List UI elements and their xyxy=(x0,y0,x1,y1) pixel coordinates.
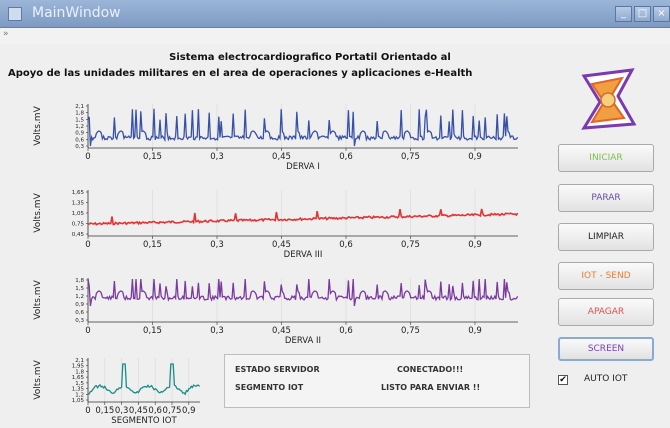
segiot-y-tick-label: 1,05 xyxy=(72,398,85,404)
derva2-x-tick-label: 0,6 xyxy=(339,326,353,336)
derva1-svg: Volts.mV 2,11,81,51,20,90,60,30 0,15 0,3 0,4… xyxy=(33,104,519,172)
minimize-button[interactable]: _ xyxy=(615,6,632,22)
segiot-x-tick-label: 0,9 xyxy=(182,406,196,416)
derva1-signal-trace xyxy=(87,108,519,147)
app-logo xyxy=(578,68,638,132)
system-title: Sistema electrocardiografico Portatil Or… xyxy=(169,52,451,63)
derva3-x-tick-label: 0,6 xyxy=(339,240,353,250)
derva2-x-tick-label: 0 xyxy=(85,326,90,336)
derva1-y-tick-label: 0,6 xyxy=(75,137,84,143)
derva1-x-tick-label: 0,3 xyxy=(210,152,224,162)
estado-servidor-value: CONECTADO!!! xyxy=(397,365,464,374)
segiot-y-axis-label: Volts.mV xyxy=(33,359,43,399)
derva2-y-tick-label: 1,2 xyxy=(75,294,84,300)
derva3-x-tick-label: 0,15 xyxy=(143,240,162,250)
derva3-x-axis-label: DERVA III xyxy=(284,250,323,260)
derva3-x-tick-label: 0,75 xyxy=(401,240,420,250)
segmento-iot-value: LISTO PARA ENVIAR !! xyxy=(381,383,481,392)
parar-button[interactable]: PARAR xyxy=(558,184,654,212)
segiot-x-tick-label: 0,6 xyxy=(148,406,162,416)
segmento-iot-label: SEGMENTO IOT xyxy=(235,383,304,392)
segiot-y-tick-label: 2,1 xyxy=(75,358,84,364)
system-subtitle: Apoyo de las unidades militares en el ar… xyxy=(8,68,473,79)
derva1-x-tick-label: 0,15 xyxy=(143,152,162,162)
auto-iot-check-mark[interactable]: ✔ xyxy=(558,375,568,385)
derva2-y-axis-label: Volts.mV xyxy=(33,279,43,319)
derva3-y-axis-label: Volts.mV xyxy=(33,192,43,232)
maximize-button[interactable]: □ xyxy=(634,6,651,22)
derva2-svg: Volts.mV 1,81,51,20,90,60,30 0,15 0,3 0,45 0,… xyxy=(33,278,519,346)
derva2-signal-trace xyxy=(87,278,519,307)
segiot-x-tick-label: 0,15 xyxy=(95,406,114,416)
ecg-plot-derva-2: Volts.mV 1,8 1,5 1,2 0,9 0,6 0,3 0 0,15 0,3 0,45 0,… xyxy=(30,274,520,370)
derva3-x-tick-label: 0 xyxy=(85,240,90,250)
derva2-x-tick-label: 0,75 xyxy=(401,326,420,336)
segiot-x-axis-label: SEGMENTO IOT xyxy=(111,416,177,426)
derva2-y-tick-label: 1,5 xyxy=(75,286,84,292)
segiot-y-tick-label: 1,5 xyxy=(75,381,84,387)
derva1-y-tick-label: 2,1 xyxy=(75,104,84,110)
segiot-x-tick-label: 0 xyxy=(85,406,90,416)
segiot-x-tick-label: 0,45 xyxy=(129,406,148,416)
segiot-y-tick-label: 1,95 xyxy=(72,364,85,370)
derva3-svg: Volts.mV1,651,351,050,750,450 0,15 0,3 0,45… xyxy=(33,190,519,260)
derva3-x-tick-label: 0,45 xyxy=(272,240,291,250)
derva1-x-tick-label: 0,6 xyxy=(339,152,353,162)
segiot-signal-trace xyxy=(87,363,201,396)
derva1-x-tick-label: 0,9 xyxy=(468,152,482,162)
menu-extension-icon[interactable]: » xyxy=(3,29,9,39)
derva2-x-tick-label: 0,9 xyxy=(468,326,482,336)
title-bar: MainWindow _ □ × xyxy=(0,0,670,28)
segiot-y-tick-label: 1,8 xyxy=(75,369,84,375)
derva2-y-tick-label: 0,3 xyxy=(75,318,84,324)
derva1-y-tick-label: 1,8 xyxy=(75,111,84,117)
derva3-x-tick-label: 0,9 xyxy=(468,240,482,250)
derva3-x-tick-label: 0,3 xyxy=(210,240,224,250)
close-button[interactable]: × xyxy=(653,6,670,22)
derva3-signal-trace xyxy=(87,208,519,226)
derva3-y-tick-label: 0,75 xyxy=(72,222,85,228)
status-panel: ESTADO SERVIDOR CONECTADO!!! SEGMENTO IO… xyxy=(224,354,530,408)
screen-button[interactable]: SCREEN xyxy=(558,337,654,361)
window-title: MainWindow xyxy=(32,5,121,21)
derva1-y-axis-label: Volts.mV xyxy=(33,105,43,145)
derva1-x-axis-label: DERVA I xyxy=(286,162,320,172)
derva2-x-tick-label: 0,45 xyxy=(272,326,291,336)
menu-bar: » xyxy=(0,28,670,44)
derva3-y-tick-label: 1,05 xyxy=(72,211,85,217)
derva2-x-tick-label: 0,15 xyxy=(143,326,162,336)
derva1-x-tick-label: 0,45 xyxy=(272,152,291,162)
iniciar-button[interactable]: INICIAR xyxy=(558,144,654,172)
derva1-y-tick-label: 1,2 xyxy=(75,124,84,130)
derva2-y-tick-label: 0,6 xyxy=(75,310,84,316)
app-icon xyxy=(8,7,22,21)
ecg-plot-segmento-iot: Volts.mV 2,1 1,95 1,8 1,65 1,5 1,35 1,2 1,05 0 0,1… xyxy=(30,354,210,428)
limpiar-button[interactable]: LIMPIAR xyxy=(558,223,654,251)
derva1-x-tick-label: 0 xyxy=(85,152,90,162)
segiot-y-tick-label: 1,65 xyxy=(72,375,85,381)
segiot-x-tick-label: 0,75 xyxy=(163,406,182,416)
iot-send-button[interactable]: IOT - SEND xyxy=(558,262,654,290)
derva1-y-tick-label: 0,3 xyxy=(75,144,84,150)
ecg-plot-derva-1: Volts.mV 2,1 1,8 1,5 1,2 0,9 0,6 0,3 0 0,15 0,3 0,4… xyxy=(30,100,520,194)
derva1-y-tick-label: 1,5 xyxy=(75,117,84,123)
auto-iot-label: AUTO IOT xyxy=(584,374,628,384)
derva3-y-tick-label: 1,65 xyxy=(72,190,85,196)
segiot-y-tick-label: 1,35 xyxy=(72,387,85,393)
derva3-y-tick-label: 1,35 xyxy=(72,201,85,207)
derva1-x-tick-label: 0,75 xyxy=(401,152,420,162)
apagar-button[interactable]: APAGAR xyxy=(558,298,654,326)
ecg-plot-derva-3: Volts.mV 1,65 1,35 1,05 0,75 0,45 0 0,15 0,3 0,45… xyxy=(30,186,520,282)
segiot-y-tick-label: 1,2 xyxy=(75,392,84,398)
derva3-y-tick-label: 0,45 xyxy=(72,232,85,238)
derva2-y-tick-label: 0,9 xyxy=(75,302,84,308)
derva2-x-tick-label: 0,3 xyxy=(210,326,224,336)
segiot-svg: Volts.mV 2,11,951,81,651,51,351,21,050 0,1… xyxy=(33,358,201,426)
derva2-y-tick-label: 1,8 xyxy=(75,278,84,284)
derva1-y-tick-label: 0,9 xyxy=(75,131,84,137)
segiot-x-tick-label: 0,3 xyxy=(115,406,129,416)
derva2-x-axis-label: DERVA II xyxy=(285,336,321,346)
estado-servidor-label: ESTADO SERVIDOR xyxy=(235,365,320,374)
